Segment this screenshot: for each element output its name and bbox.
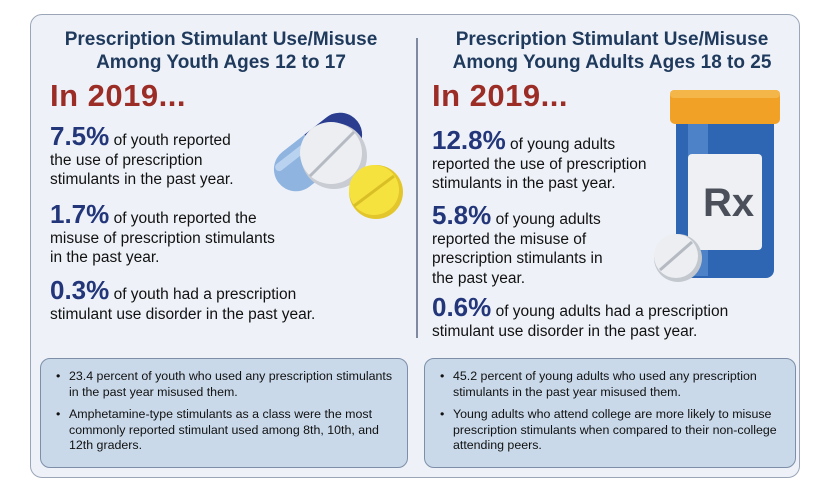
stat-text: stimulant use disorder in the past year. [432,322,698,340]
left-title-line2: Among Youth Ages 12 to 17 [96,52,346,73]
stat-text: of youth had a prescription [109,286,297,303]
pill-icon [654,234,702,282]
stat-text: reported the use of prescription [432,155,647,173]
right-title-line1: Prescription Stimulant Use/Misuse [455,29,769,50]
note-item: 45.2 percent of young adults who used an… [440,369,781,400]
stat-text: the past year. [432,269,526,287]
note-item: Amphetamine-type stimulants as a class w… [56,407,393,454]
stat-text: stimulants in the past year. [432,175,616,192]
stat-text: prescription stimulants in [432,250,603,267]
left-stat-misuse: 1.7% of youth reported the misuse of pre… [50,201,310,268]
left-title: Prescription Stimulant Use/Misuse Among … [46,28,396,74]
stat-text: reported the misuse of [432,230,587,248]
stat-value: 0.3% [50,275,110,305]
stat-text: of young adults [491,211,601,228]
stat-text: stimulants in the past year. [50,171,234,188]
stat-text: the use of prescription [50,151,203,169]
right-notes-list: 45.2 percent of young adults who used an… [440,369,781,454]
pill-white-icon [300,122,367,189]
right-stat-use: 12.8% of young adults reported the use o… [432,127,672,194]
stat-text: misuse of prescription stimulants [50,229,275,247]
right-stat-misuse: 5.8% of young adults reported the misuse… [432,202,662,288]
bottle-label: Rx [703,181,754,225]
stat-text: of young adults had a prescription [491,303,729,320]
stat-text: of youth reported [109,132,231,149]
stat-value: 7.5% [50,121,110,151]
left-notes-list: 23.4 percent of youth who used any presc… [56,369,393,454]
stat-value: 0.6% [432,292,492,322]
note-item: 23.4 percent of youth who used any presc… [56,369,393,400]
pills-illustration [273,112,403,219]
left-notes-box: 23.4 percent of youth who used any presc… [40,358,408,468]
pill-yellow-icon [349,165,403,219]
right-title: Prescription Stimulant Use/Misuse Among … [432,28,792,74]
right-title-line2: Among Young Adults Ages 18 to 25 [452,52,772,73]
stat-value: 1.7% [50,199,110,229]
right-year-heading: In 2019... [432,78,568,113]
right-stat-disorder: 0.6% of young adults had a prescription … [432,294,782,341]
left-year-heading: In 2019... [50,78,186,113]
bottle-illustration: Rx [654,90,780,282]
stat-value: 5.8% [432,200,492,230]
stat-text: of young adults [505,136,616,153]
left-title-line1: Prescription Stimulant Use/Misuse [64,29,378,50]
pill-bottle-icon: Rx [670,90,780,278]
left-stat-disorder: 0.3% of youth had a prescription stimula… [50,277,370,324]
stat-value: 12.8% [432,125,506,155]
left-stat-use: 7.5% of youth reported the use of prescr… [50,123,280,190]
column-divider [416,38,418,338]
stat-text: in the past year. [50,249,160,266]
right-notes-box: 45.2 percent of young adults who used an… [424,358,796,468]
stat-text: stimulant use disorder in the past year. [50,305,316,323]
stat-text: of youth reported the [109,210,257,227]
note-item: Young adults who attend college are more… [440,407,781,454]
